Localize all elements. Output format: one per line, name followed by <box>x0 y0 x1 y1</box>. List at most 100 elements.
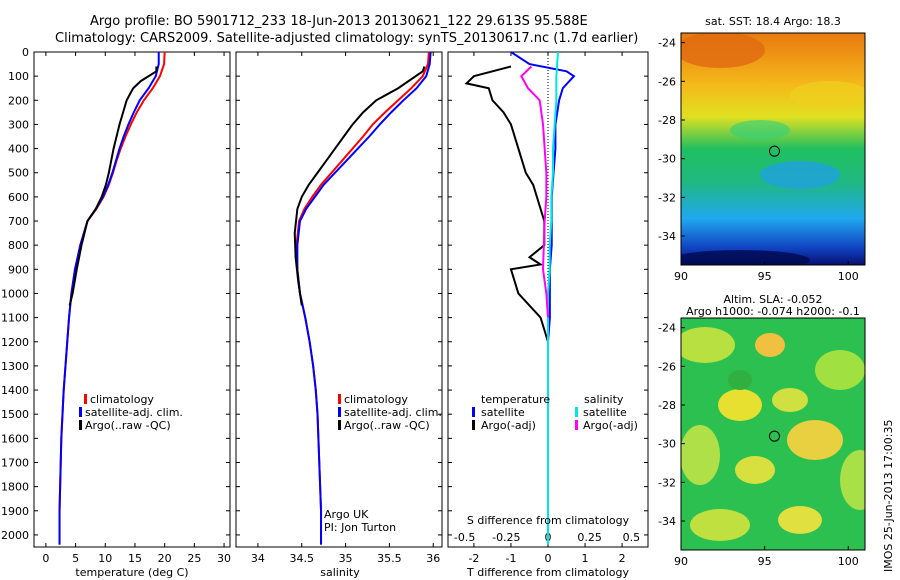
sla-patch <box>735 456 775 484</box>
sla-patch <box>778 506 822 534</box>
salinity-x-tick-label: 34.5 <box>289 552 314 565</box>
sst-yellow-patch <box>790 81 865 109</box>
depth-tick-label: 1400 <box>1 384 29 397</box>
legend-label-satellite: satellite-adj. clim. <box>85 406 183 419</box>
legend-label-t-satellite: satellite <box>481 406 525 419</box>
legend-label-s-argo: Argo(-adj) <box>583 419 638 432</box>
sst-green-patch <box>730 120 790 140</box>
legend-title-temperature: temperature <box>481 393 550 406</box>
sst-profile-marker <box>768 145 780 157</box>
depth-tick-label: 1300 <box>1 360 29 373</box>
difference-series-line <box>547 51 559 545</box>
sst-warm-patch <box>681 33 765 68</box>
annotation-argo-uk: Argo UK <box>324 508 369 521</box>
depth-tick-label: 1200 <box>1 336 29 349</box>
legend-label-climatology: climatology <box>90 393 154 406</box>
sla-map-axes: 90 95 100 -24 -26 -28 -30 -32 -34 <box>658 322 859 568</box>
map-y-tick-label: -34 <box>658 230 676 243</box>
sla-patch <box>681 327 735 363</box>
map-y-tick-label: -28 <box>658 399 676 412</box>
difference-series-line <box>520 65 549 318</box>
sst-map: 90 95 100 -24 -26 -28 -30 -32 -34 <box>658 32 866 283</box>
legend-swatch-satellite <box>338 407 341 417</box>
sla-map-title-1: Altim. SLA: -0.052 <box>723 293 822 306</box>
difference-x-tick-label: 0 <box>545 552 552 565</box>
difference-x-tick-label: -1 <box>505 552 516 565</box>
salinity-x-tick-label: 36 <box>426 552 440 565</box>
sst-map-axes: 90 95 100 -24 -26 -28 -30 -32 -34 <box>658 37 859 283</box>
temperature-panel: 0 5 10 15 20 25 30 <box>42 51 231 565</box>
t-difference-xlabel: T difference from climatology <box>466 566 629 579</box>
legend-label-argo: Argo(..raw -QC) <box>85 419 171 432</box>
map-y-tick-label: -30 <box>658 438 676 451</box>
map-y-tick-label: -32 <box>658 191 676 204</box>
legend-swatch-climatology <box>84 394 87 404</box>
difference-series-line <box>464 65 549 343</box>
depth-tick-label: 1800 <box>1 481 29 494</box>
map-y-tick-label: -26 <box>658 75 676 88</box>
sla-map: 90 95 100 -24 -26 -28 -30 -32 -34 <box>658 317 866 568</box>
map-y-tick-label: -32 <box>658 476 676 489</box>
depth-tick-label: 2000 <box>1 529 29 542</box>
temperature-series-line <box>68 66 158 306</box>
depth-axis: 0 100 200 300 400 500 600 700 800 900 1000 1100 1200… <box>1 46 648 542</box>
legend-label-t-argo: Argo(-adj) <box>481 419 536 432</box>
map-y-tick-label: -28 <box>658 114 676 127</box>
salinity-x-tick-label: 35.5 <box>377 552 402 565</box>
legend-swatch-argo <box>338 420 341 430</box>
difference-x-tick-label: 2 <box>619 552 626 565</box>
difference-x-tick-label: 1 <box>582 552 589 565</box>
depth-tick-label: 800 <box>8 239 29 252</box>
map-x-tick-label: 90 <box>674 270 688 283</box>
depth-tick-label: 1700 <box>1 456 29 469</box>
difference-s-tick-label: 0.5 <box>623 531 641 544</box>
legend-title-salinity: salinity <box>584 393 624 406</box>
sst-cool-patch <box>760 161 840 189</box>
sla-patch <box>681 425 720 485</box>
map-y-tick-label: -24 <box>658 322 676 335</box>
sla-patch <box>772 388 808 412</box>
legend-swatch-argo <box>79 420 82 430</box>
legend-swatch-satellite <box>79 407 82 417</box>
sst-map-frame <box>680 32 866 266</box>
temperature-x-tick-label: 15 <box>128 552 142 565</box>
s-difference-label: S difference from climatology <box>467 514 630 527</box>
sla-patch <box>718 389 762 421</box>
sla-patch <box>728 370 752 390</box>
salinity-series-line <box>295 51 430 545</box>
map-y-tick-label: -26 <box>658 360 676 373</box>
legend-label-satellite: satellite-adj. clim. <box>344 406 442 419</box>
difference-panel: -2 -1 0 1 2-0.5 -0.25 0 0.25 0.5 <box>454 51 641 565</box>
depth-tick-label: 400 <box>8 143 29 156</box>
legend-label-s-satellite: satellite <box>583 406 627 419</box>
legend-label-climatology: climatology <box>344 393 408 406</box>
sla-patch <box>815 350 865 390</box>
depth-tick-label: 0 <box>22 46 29 59</box>
legend-swatch-s-argo <box>575 420 578 430</box>
salinity-panel: 34 34.5 35 35.5 36 <box>251 51 440 565</box>
map-x-tick-label: 90 <box>674 555 688 568</box>
sst-field <box>681 33 865 265</box>
depth-tick-label: 1600 <box>1 432 29 445</box>
imos-timestamp-label: IMOS 25-Jun-2013 17:00:35 <box>882 419 895 572</box>
depth-tick-label: 1500 <box>1 408 29 421</box>
sla-profile-marker <box>768 430 780 442</box>
sla-map-frame <box>680 317 866 551</box>
temperature-series-line <box>58 51 166 545</box>
salinity-x-tick-label: 34 <box>251 552 265 565</box>
depth-tick-label: 1900 <box>1 505 29 518</box>
depth-tick-label: 600 <box>8 191 29 204</box>
map-y-tick-label: -30 <box>658 153 676 166</box>
annotation-pi: PI: Jon Turton <box>324 521 396 534</box>
legend-label-argo: Argo(..raw -QC) <box>344 419 430 432</box>
sla-map-title-2: Argo h1000: -0.074 h2000: -0.1 <box>686 305 860 318</box>
temperature-x-tick-label: 25 <box>187 552 201 565</box>
map-x-tick-label: 95 <box>758 270 772 283</box>
temperature-series-line <box>58 52 160 545</box>
sst-deep-patch <box>681 250 810 265</box>
salinity-xlabel: salinity <box>320 566 360 579</box>
map-y-tick-label: -24 <box>658 37 676 50</box>
salinity-series-line <box>293 66 426 306</box>
